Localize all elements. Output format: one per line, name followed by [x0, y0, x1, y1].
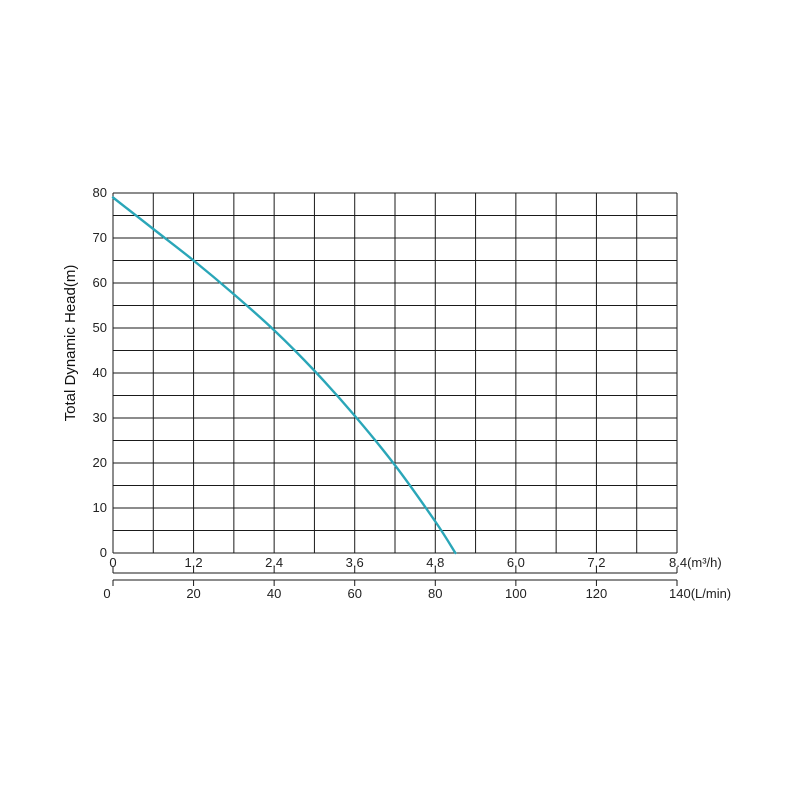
grid: [112, 192, 678, 554]
x-tick-label-primary: 6.0: [507, 555, 525, 570]
axes: [112, 567, 678, 586]
x-tick-label-primary: 2.4: [265, 555, 283, 570]
y-tick-label: 70: [93, 230, 107, 245]
x-tick-label-secondary: 20: [186, 586, 200, 601]
x-tick-label-secondary: 120: [586, 586, 608, 601]
x-tick-label-primary: 1.2: [185, 555, 203, 570]
x-tick-label-primary: 0: [109, 555, 116, 570]
y-axis-label: Total Dynamic Head(m): [62, 265, 79, 422]
y-tick-label: 50: [93, 320, 107, 335]
x-tick-label-primary: 7.2: [587, 555, 605, 570]
y-tick-label: 60: [93, 275, 107, 290]
y-tick-label: 0: [100, 545, 107, 560]
y-tick-label: 80: [93, 185, 107, 200]
series-layer: [111, 196, 457, 555]
x-tick-label-secondary: 100: [505, 586, 527, 601]
x-tick-label-secondary: 140(L/min): [669, 586, 731, 601]
y-tick-label: 20: [93, 455, 107, 470]
x-tick-label-primary: 4.8: [426, 555, 444, 570]
x-tick-labels-primary: 0 1.2 2.4 3.6 4.8 6.0 7.2 8.4(m³/h): [109, 555, 721, 570]
performance-curve-line: [111, 196, 457, 555]
x-tick-label-secondary: 0: [103, 586, 110, 601]
x-tick-label-secondary: 40: [267, 586, 281, 601]
y-tick-label: 40: [93, 365, 107, 380]
x-tick-label-primary: 8.4(m³/h): [669, 555, 722, 570]
x-tick-label-secondary: 80: [428, 586, 442, 601]
y-tick-label: 10: [93, 500, 107, 515]
x-tick-label-primary: 3.6: [346, 555, 364, 570]
x-tick-labels-secondary: 0 20 40 60 80 100 120 140(L/min): [103, 586, 731, 601]
y-tick-labels: 0 10 20 30 40 50 60 70 80: [93, 185, 107, 560]
x-tick-label-secondary: 60: [347, 586, 361, 601]
y-tick-label: 30: [93, 410, 107, 425]
